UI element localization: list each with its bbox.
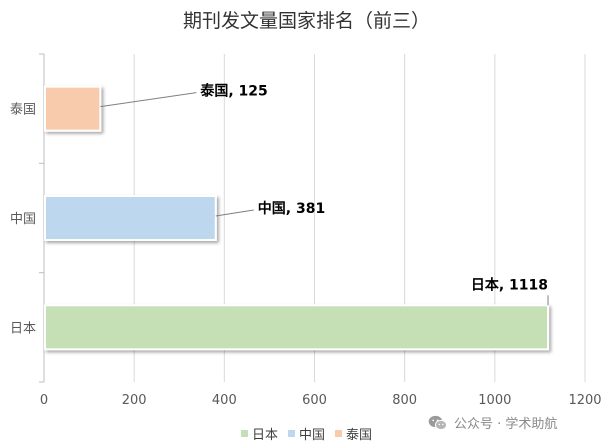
wechat-icon bbox=[428, 415, 448, 430]
x-tick-label: 400 bbox=[212, 393, 237, 408]
data-label: 泰国, 125 bbox=[199, 83, 267, 100]
legend-item: 中国 bbox=[287, 424, 325, 443]
y-tick-label: 日本 bbox=[10, 321, 36, 336]
leader-line bbox=[215, 209, 254, 217]
bar-2 bbox=[44, 195, 217, 241]
legend-item: 泰国 bbox=[335, 424, 372, 443]
legend-swatch bbox=[335, 430, 342, 437]
x-tick-label: 600 bbox=[302, 393, 327, 408]
x-tick-label: 0 bbox=[40, 393, 48, 408]
legend-swatch bbox=[287, 430, 295, 437]
chart-title: 期刊发文量国家排名（前三） bbox=[182, 10, 430, 32]
bar-3 bbox=[44, 304, 550, 351]
x-tick-label: 1000 bbox=[478, 393, 511, 408]
x-tick-label: 200 bbox=[122, 393, 147, 408]
x-tick-label: 800 bbox=[392, 393, 417, 408]
data-label: 中国, 381 bbox=[258, 200, 325, 217]
legend-label: 中国 bbox=[298, 428, 325, 443]
legend-item: 日本 bbox=[240, 424, 278, 443]
y-tick-label: 泰国 bbox=[10, 103, 36, 118]
watermark: 公众号 · 学术助航 bbox=[428, 413, 557, 432]
bar-1 bbox=[44, 85, 102, 132]
y-tick-label: 中国 bbox=[10, 212, 36, 227]
x-tick-label: 1200 bbox=[568, 393, 601, 408]
watermark-text: 公众号 · 学术助航 bbox=[454, 417, 558, 432]
leader-line bbox=[100, 92, 197, 108]
legend-swatch bbox=[240, 430, 248, 437]
data-label: 日本, 1118 bbox=[471, 276, 548, 293]
legend-label: 日本 bbox=[251, 428, 278, 443]
chart-legend: 日本 中国 泰国 bbox=[0, 424, 613, 443]
legend-label: 泰国 bbox=[346, 428, 373, 443]
